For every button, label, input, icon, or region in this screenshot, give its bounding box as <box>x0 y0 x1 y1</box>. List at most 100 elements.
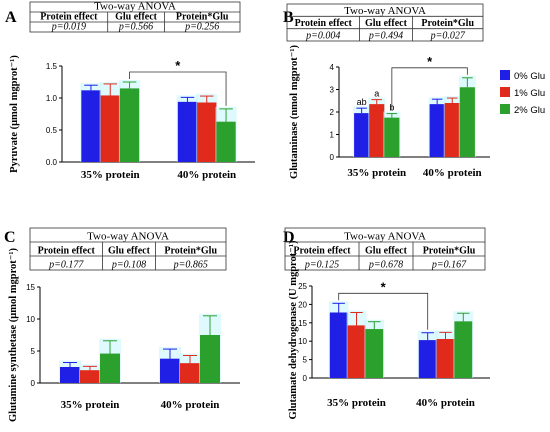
anova-header: Protein*Glu <box>176 12 229 23</box>
bar <box>119 88 140 162</box>
x-tick-label: 40% protein <box>161 399 220 411</box>
anova-header: Glu effect <box>365 18 408 29</box>
legend-label: 0% Glu <box>514 71 545 82</box>
bar <box>197 102 217 162</box>
significance-bracket <box>129 71 227 106</box>
anova-header: Protein*Glu <box>421 18 474 29</box>
bar <box>160 358 180 383</box>
y-tick-label: 25 <box>298 282 307 291</box>
x-tick-label: 40% protein <box>177 169 236 181</box>
anova-pvalue: p=0.027 <box>430 31 466 42</box>
significance-bracket <box>338 292 429 330</box>
anova-title: Two-way ANOVA <box>344 231 426 243</box>
y-tick-label: 10 <box>26 315 35 324</box>
anova-title: Two-way ANOVA <box>94 1 176 13</box>
bar <box>60 367 80 383</box>
anova-pvalue: p=0.256 <box>184 22 219 33</box>
panel-label: C <box>4 229 16 246</box>
anova-pvalue: p=0.004 <box>305 31 340 42</box>
bar <box>429 104 445 157</box>
y-tick-label: 0.0 <box>46 158 58 167</box>
y-tick-label: 15 <box>26 283 35 292</box>
anova-table <box>284 227 486 271</box>
anova-pvalue: p=0.108 <box>111 260 146 271</box>
x-tick-label: 40% protein <box>416 397 475 409</box>
y-tick-label: 0 <box>330 153 335 162</box>
anova-header: Protein effect <box>295 18 353 29</box>
y-tick-label: 0.5 <box>46 126 58 135</box>
panel-d: D Two-way ANOVA Protein effect p=0.125 Glu e… <box>283 227 490 419</box>
anova-table <box>29 227 227 271</box>
x-tick-label: 35% protein <box>61 399 120 411</box>
significance-star: * <box>427 54 433 69</box>
bar <box>354 113 370 157</box>
panel-label: A <box>5 9 17 26</box>
y-tick-label: 15 <box>298 319 307 328</box>
anova-header: Glu effect <box>115 12 158 23</box>
anova-pvalue: p=0.494 <box>368 31 403 42</box>
legend-swatch <box>500 70 510 80</box>
anova-title: Two-way ANOVA <box>344 5 426 17</box>
anova-header: Protein*Glu <box>423 246 476 257</box>
bar <box>347 325 366 378</box>
bar <box>436 338 455 378</box>
x-tick-label: 35% protein <box>347 167 406 179</box>
anova-pvalue: p=0.566 <box>118 22 153 33</box>
bar <box>177 101 198 162</box>
legend-label: 2% Glu <box>514 105 545 116</box>
anova-pvalue: p=0.019 <box>51 22 86 33</box>
y-tick-label: 1 <box>330 131 335 140</box>
legend-swatch <box>500 104 510 114</box>
significance-letter: a <box>374 89 379 99</box>
anova-pvalue: p=0.177 <box>48 260 84 271</box>
legend: 0% Glu 1% Glu 2% Glu <box>500 70 545 116</box>
anova-pvalue: p=0.167 <box>431 260 467 271</box>
significance-star: * <box>381 279 387 294</box>
anova-header: Protein effect <box>40 12 98 23</box>
bar <box>81 90 101 162</box>
y-tick-label: 4 <box>330 63 335 72</box>
legend-swatch <box>500 87 510 97</box>
y-axis-label: Pyruvate (μmol mgprot⁻¹) <box>9 55 20 173</box>
y-tick-label: 20 <box>298 300 307 309</box>
anova-header: Glu effect <box>108 246 151 257</box>
significance-star: * <box>175 58 181 73</box>
y-axis-label: Glutamate dehydrogenase (U mgprot⁻¹) <box>288 240 299 419</box>
legend-label: 1% Glu <box>514 88 545 99</box>
anova-pvalue: p=0.125 <box>304 260 339 271</box>
bar <box>80 370 100 383</box>
significance-letter: ab <box>357 97 367 107</box>
y-tick-label: 2 <box>330 108 335 117</box>
bar <box>100 353 120 383</box>
y-tick-label: 1.5 <box>46 62 58 71</box>
anova-header: Glu effect <box>365 246 408 257</box>
bar <box>100 95 120 162</box>
y-tick-label: 5 <box>31 347 36 356</box>
x-tick-label: 35% protein <box>327 397 386 409</box>
anova-pvalue: p=0.678 <box>368 260 403 271</box>
panel-label: D <box>283 229 295 246</box>
bar <box>369 104 385 157</box>
anova-table <box>29 1 241 33</box>
panel-label: B <box>283 9 294 26</box>
y-tick-label: 5 <box>303 356 308 365</box>
bar <box>384 117 400 157</box>
y-axis-label: Glutamine synthetase (μmol mgprot⁻¹) <box>8 248 19 422</box>
anova-header: Protein effect <box>38 246 96 257</box>
panel-c: C Two-way ANOVA Protein effect p=0.177 Glu e… <box>4 227 240 422</box>
anova-table <box>286 3 484 42</box>
y-tick-label: 3 <box>330 86 335 95</box>
y-tick-label: 10 <box>298 337 307 346</box>
bar <box>180 363 200 383</box>
anova-header: Protein*Glu <box>164 246 217 257</box>
x-tick-label: 35% protein <box>81 169 140 181</box>
y-tick-label: 1.0 <box>46 94 58 103</box>
bar <box>459 87 475 157</box>
y-axis-label: Glutaminase (nmol mgprot⁻¹) <box>289 45 300 179</box>
bar <box>200 335 220 383</box>
anova-title: Two-way ANOVA <box>87 231 169 243</box>
bar <box>365 329 384 378</box>
